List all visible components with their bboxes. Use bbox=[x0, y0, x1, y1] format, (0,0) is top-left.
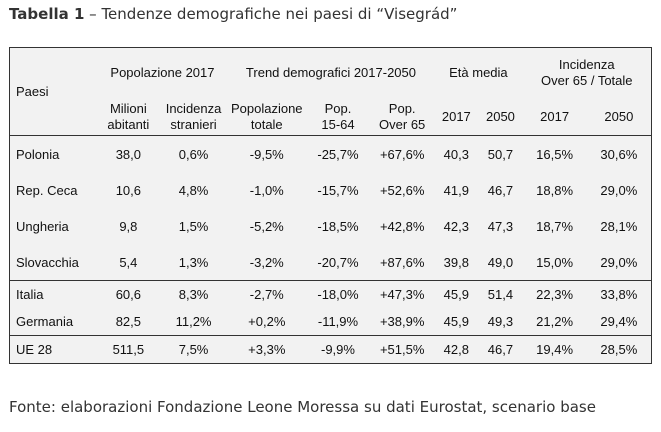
cell-inc-2017: 21,2% bbox=[536, 314, 574, 329]
cell-pop-over65: +47,3% bbox=[370, 280, 435, 308]
cell-eta-2050: 49,0 bbox=[487, 254, 514, 270]
cell-pop-totale: +3,3% bbox=[227, 335, 306, 364]
cell-paese: Rep. Ceca bbox=[16, 182, 78, 198]
subheader-pop-totale: Popolazione totale bbox=[227, 98, 306, 136]
cell-eta-2017: 42,8 bbox=[434, 335, 479, 364]
subheader-stranieri: Incidenza stranieri bbox=[159, 98, 228, 136]
cell-paese: Slovacchia bbox=[16, 254, 79, 270]
cell-pop-over65: +51,5% bbox=[370, 335, 435, 364]
subheader-milioni: Milioni abitanti bbox=[97, 98, 160, 136]
cell-pop-totale: -2,7% bbox=[227, 280, 306, 308]
table-row: Ungheria 9,8 1,5% -5,2% -18,5% +42,8% 42… bbox=[10, 208, 652, 244]
cell-pop-over65: +52,6% bbox=[379, 182, 425, 198]
cell-eta-2050: 49,3 bbox=[487, 314, 514, 329]
table-row: Slovacchia 5,4 1,3% -3,2% -20,7% +87,6% … bbox=[10, 244, 652, 281]
cell-eta-2017: 42,3 bbox=[443, 218, 469, 234]
caption-text: – Tendenze demografiche nei paesi di “Vi… bbox=[84, 5, 458, 23]
caption-label: Tabella 1 bbox=[9, 5, 85, 23]
cell-pop-over65: +42,8% bbox=[379, 218, 425, 234]
cell-inc-2050: 29,0% bbox=[600, 182, 638, 198]
header-popolazione-2017: Popolazione 2017 bbox=[110, 65, 215, 80]
cell-inc-2017: 16,5% bbox=[536, 146, 574, 162]
subheader-inc-2017: 2017 bbox=[522, 98, 587, 136]
header-incidenza-line1: Incidenza bbox=[558, 57, 615, 72]
cell-eta-2050: 47,3 bbox=[487, 218, 514, 234]
cell-eta-2050: 50,7 bbox=[487, 146, 514, 162]
cell-inc-2050: 29,0% bbox=[600, 254, 638, 270]
cell-milioni: 10,6 bbox=[115, 182, 142, 198]
cell-paese: Germania bbox=[16, 314, 74, 329]
cell-inc-2017: 18,8% bbox=[536, 182, 574, 198]
header-trend: Trend demografici 2017-2050 bbox=[245, 65, 416, 80]
cell-milioni: 9,8 bbox=[119, 218, 138, 234]
cell-inc-2050: 28,5% bbox=[586, 335, 652, 364]
table-row: Germania 82,5 11,2% +0,2% -11,9% +38,9% … bbox=[10, 308, 652, 336]
cell-stranieri: 4,8% bbox=[178, 182, 209, 198]
cell-stranieri: 1,5% bbox=[178, 218, 209, 234]
header-paesi: Paesi bbox=[9, 47, 98, 136]
cell-pop-totale: -9,5% bbox=[249, 146, 284, 162]
cell-paese: Polonia bbox=[16, 146, 60, 162]
cell-pop-over65: +87,6% bbox=[379, 254, 425, 270]
cell-stranieri: 8,3% bbox=[159, 280, 228, 308]
cell-eta-2050: 46,7 bbox=[487, 182, 514, 198]
cell-pop-over65: +67,6% bbox=[379, 146, 425, 162]
table-row: Italia 60,6 8,3% -2,7% -18,0% +47,3% 45,… bbox=[9, 280, 652, 308]
cell-pop-1564: -18,0% bbox=[305, 280, 371, 308]
table-caption: Tabella 1 – Tendenze demografiche nei pa… bbox=[9, 5, 457, 23]
cell-pop-totale: -1,0% bbox=[249, 182, 284, 198]
cell-inc-2050: 33,8% bbox=[586, 280, 652, 308]
cell-eta-2050: 51,4 bbox=[478, 280, 523, 308]
cell-milioni: 82,5 bbox=[115, 314, 142, 329]
cell-paese: Ungheria bbox=[16, 218, 69, 234]
cell-paese: Italia bbox=[9, 280, 98, 308]
subheader-inc-2050: 2050 bbox=[586, 98, 652, 136]
cell-inc-2050: 29,4% bbox=[600, 314, 638, 329]
header-incidenza-over65: Incidenza Over 65 / Totale bbox=[523, 48, 652, 99]
cell-pop-1564: -11,9% bbox=[317, 314, 359, 329]
cell-pop-1564: -20,7% bbox=[317, 254, 359, 270]
subheader-eta-2050: 2050 bbox=[478, 98, 523, 136]
cell-paese: UE 28 bbox=[9, 335, 98, 364]
cell-eta-2050: 46,7 bbox=[478, 335, 523, 364]
cell-inc-2017: 22,3% bbox=[522, 280, 587, 308]
header-eta-media: Età media bbox=[449, 65, 508, 80]
cell-pop-totale: +0,2% bbox=[248, 314, 286, 329]
header-incidenza-line2: Over 65 / Totale bbox=[540, 73, 633, 88]
cell-pop-totale: -5,2% bbox=[249, 218, 284, 234]
cell-milioni: 5,4 bbox=[119, 254, 138, 270]
cell-eta-2017: 41,9 bbox=[443, 182, 469, 198]
table-row: Rep. Ceca 10,6 4,8% -1,0% -15,7% +52,6% … bbox=[10, 172, 652, 208]
cell-inc-2017: 19,4% bbox=[522, 335, 587, 364]
cell-eta-2017: 39,8 bbox=[443, 254, 469, 270]
cell-pop-1564: -9,9% bbox=[305, 335, 371, 364]
cell-eta-2017: 45,9 bbox=[434, 280, 479, 308]
cell-pop-totale: -3,2% bbox=[249, 254, 284, 270]
cell-milioni: 60,6 bbox=[97, 280, 160, 308]
table-row: Polonia 38,0 0,6% -9,5% -25,7% +67,6% 40… bbox=[10, 136, 652, 173]
cell-pop-1564: -25,7% bbox=[317, 146, 359, 162]
table-row: UE 28 511,5 7,5% +3,3% -9,9% +51,5% 42,8… bbox=[9, 335, 652, 364]
subheader-pop-over65: Pop. Over 65 bbox=[370, 98, 435, 136]
cell-stranieri: 11,2% bbox=[175, 314, 212, 329]
cell-inc-2050: 28,1% bbox=[600, 218, 638, 234]
subheader-pop-1564: Pop. 15-64 bbox=[305, 98, 371, 136]
source-note: Fonte: elaborazioni Fondazione Leone Mor… bbox=[9, 398, 596, 416]
cell-stranieri: 1,3% bbox=[178, 254, 209, 270]
cell-stranieri: 7,5% bbox=[159, 335, 228, 364]
cell-pop-1564: -15,7% bbox=[317, 182, 359, 198]
subheader-eta-2017: 2017 bbox=[434, 98, 479, 136]
cell-milioni: 511,5 bbox=[97, 335, 160, 364]
cell-inc-2050: 30,6% bbox=[600, 146, 638, 162]
cell-milioni: 38,0 bbox=[115, 146, 142, 162]
cell-stranieri: 0,6% bbox=[178, 146, 209, 162]
cell-inc-2017: 18,7% bbox=[536, 218, 574, 234]
cell-eta-2017: 45,9 bbox=[443, 314, 469, 329]
cell-pop-1564: -18,5% bbox=[317, 218, 359, 234]
cell-inc-2017: 15,0% bbox=[536, 254, 574, 270]
cell-eta-2017: 40,3 bbox=[443, 146, 469, 162]
cell-pop-over65: +38,9% bbox=[379, 314, 425, 329]
demographics-table: Paesi Popolazione 2017 Trend demografici… bbox=[9, 47, 652, 364]
